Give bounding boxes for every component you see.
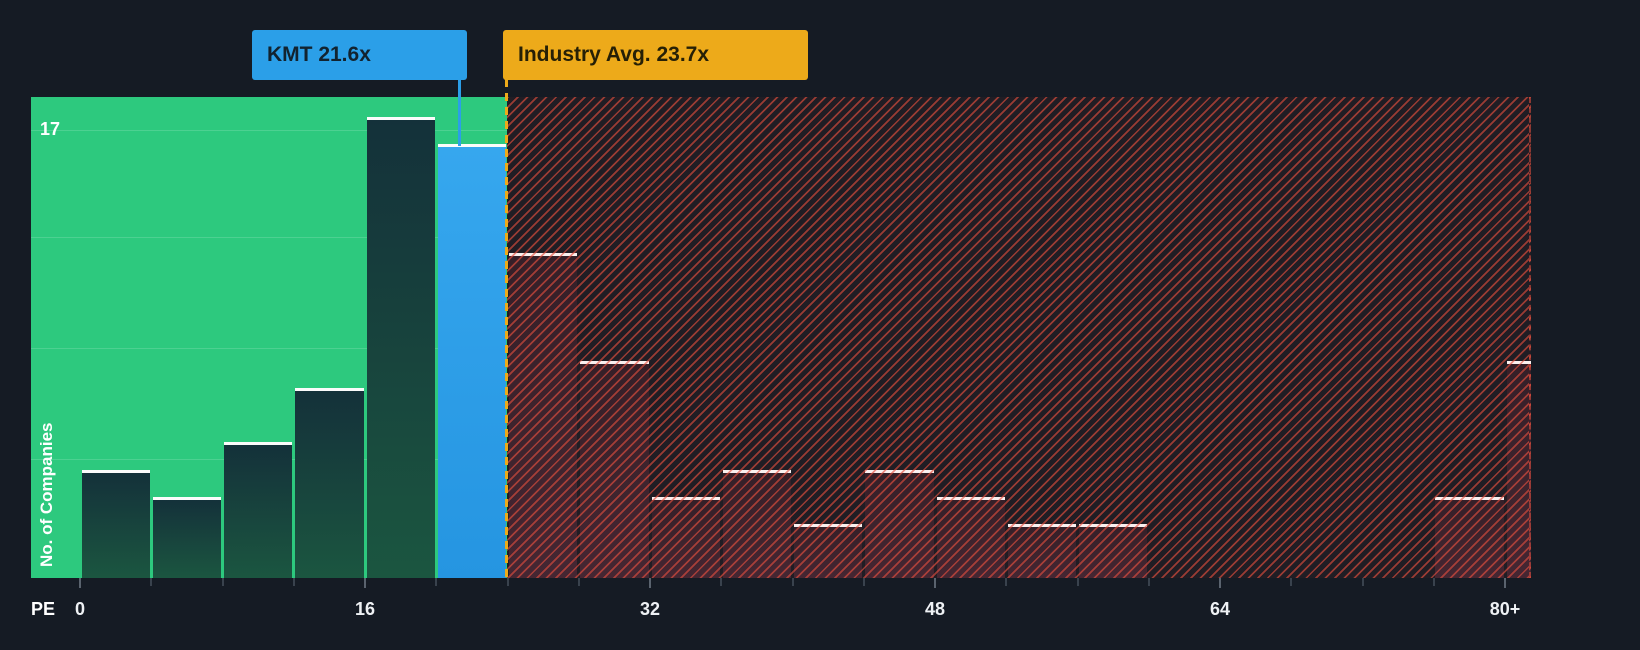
gridline bbox=[31, 237, 507, 238]
x-axis-tick bbox=[577, 578, 580, 586]
bar-pe-44-48[interactable] bbox=[865, 469, 934, 578]
bar-pe-40-44[interactable] bbox=[794, 523, 863, 578]
x-axis-tick bbox=[1147, 578, 1150, 586]
bar-pe-16-20[interactable] bbox=[366, 116, 435, 578]
bar-pe-24-28[interactable] bbox=[509, 252, 578, 578]
bar-pe-0-4[interactable] bbox=[81, 469, 150, 578]
bar-pe-48-52[interactable] bbox=[936, 496, 1005, 578]
bar-pe-4-8[interactable] bbox=[152, 496, 221, 578]
x-axis-label-16: 16 bbox=[354, 599, 376, 619]
bar-pe-56-60[interactable] bbox=[1079, 523, 1148, 578]
bar-pe-20-24[interactable] bbox=[437, 144, 506, 578]
bar-pe-12-16[interactable] bbox=[295, 388, 364, 578]
x-axis-tick bbox=[79, 578, 81, 588]
x-axis-tick bbox=[649, 578, 651, 588]
bar-pe-28-32[interactable] bbox=[580, 361, 649, 578]
x-axis-tick bbox=[364, 578, 366, 588]
x-axis-title: PE bbox=[31, 599, 56, 619]
x-axis-tick bbox=[934, 578, 936, 588]
x-axis-tick bbox=[1219, 578, 1221, 588]
x-axis-tick bbox=[221, 578, 224, 586]
x-axis-label-32: 32 bbox=[639, 599, 661, 619]
industry-avg-tooltip: Industry Avg. 23.7x bbox=[503, 30, 808, 80]
y-max-label: 17 bbox=[40, 119, 61, 139]
x-axis-tick bbox=[506, 578, 509, 586]
x-axis-tick bbox=[435, 578, 438, 586]
kmt-marker-line bbox=[458, 79, 461, 146]
industry-avg-line bbox=[505, 79, 508, 578]
industry-avg-tooltip-label: Industry Avg. 23.7x bbox=[518, 43, 710, 66]
x-axis-tick bbox=[292, 578, 295, 586]
x-axis-label-0: 0 bbox=[74, 599, 85, 619]
bar-pe-76-80[interactable] bbox=[1435, 496, 1504, 578]
bar-pe-36-40[interactable] bbox=[722, 469, 791, 578]
x-axis-label-48: 48 bbox=[924, 599, 946, 619]
x-axis-tick bbox=[791, 578, 794, 586]
gridline bbox=[31, 348, 507, 349]
kmt-tooltip-label: KMT 21.6x bbox=[267, 43, 371, 66]
x-axis-tick bbox=[1361, 578, 1364, 586]
x-axis-tick bbox=[1290, 578, 1293, 586]
x-axis-tick bbox=[1005, 578, 1008, 586]
kmt-tooltip: KMT 21.6x bbox=[252, 30, 467, 80]
x-axis-label-80+: 80+ bbox=[1489, 599, 1521, 619]
bar-pe-52-56[interactable] bbox=[1007, 523, 1076, 578]
gridline bbox=[31, 130, 507, 131]
x-axis-label-64: 64 bbox=[1209, 599, 1231, 619]
x-axis-tick bbox=[862, 578, 865, 586]
x-axis-tick bbox=[150, 578, 153, 586]
y-axis-title: No. of Companies bbox=[37, 422, 56, 567]
x-axis-tick bbox=[1076, 578, 1079, 586]
x-axis-tick bbox=[1432, 578, 1435, 586]
x-axis-tick bbox=[1504, 578, 1506, 588]
x-axis-tick bbox=[720, 578, 723, 586]
bar-pe-80+[interactable] bbox=[1506, 361, 1531, 578]
bar-pe-32-36[interactable] bbox=[651, 496, 720, 578]
bar-pe-8-12[interactable] bbox=[224, 442, 293, 578]
